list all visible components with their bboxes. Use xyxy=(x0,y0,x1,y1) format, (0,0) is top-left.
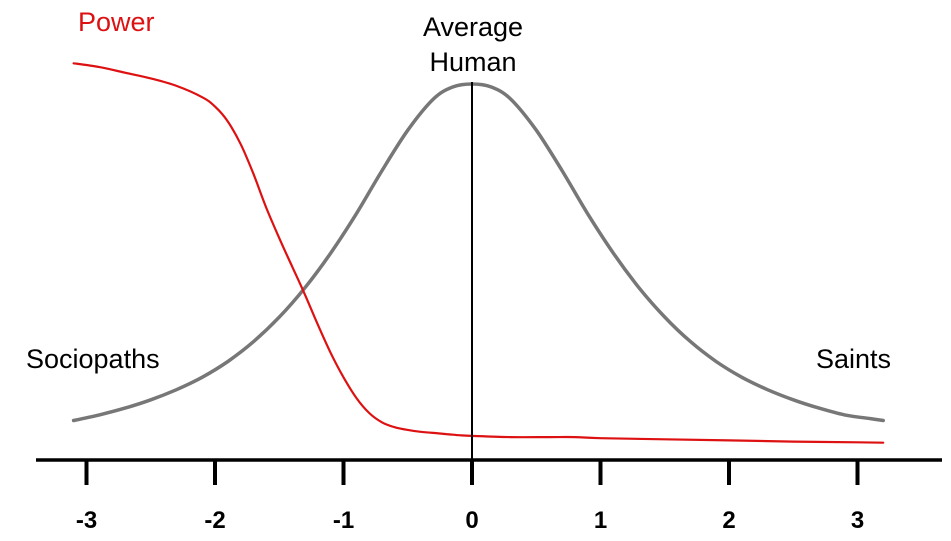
x-tick-label: 3 xyxy=(851,507,864,534)
distribution-curve xyxy=(71,82,885,423)
sociopaths-label: Sociopaths xyxy=(26,344,160,374)
saints-label: Saints xyxy=(816,344,891,374)
x-tick-label: -2 xyxy=(204,507,225,534)
curves-group xyxy=(71,62,885,444)
power-label: Power xyxy=(78,7,155,37)
human-label: Human xyxy=(429,47,516,77)
x-axis-ticks: -3 -2 -1 0 1 2 3 xyxy=(76,460,864,534)
x-tick-label: -1 xyxy=(333,507,354,534)
x-tick-label: 1 xyxy=(594,507,607,534)
power-curve xyxy=(72,62,885,444)
x-tick-label: 2 xyxy=(722,507,735,534)
average-label: Average xyxy=(423,12,523,42)
x-tick-label: 0 xyxy=(465,507,478,534)
x-tick-label: -3 xyxy=(76,507,97,534)
